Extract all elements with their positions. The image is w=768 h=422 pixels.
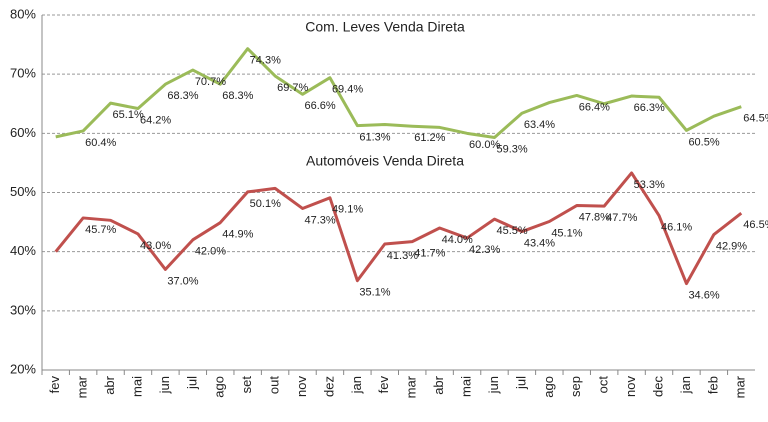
- x-tick-label: fev: [376, 376, 391, 394]
- data-label: 45.5%: [496, 225, 527, 237]
- x-tick-label: mar: [75, 375, 90, 398]
- series-name: Com. Leves Venda Direta: [305, 19, 465, 35]
- data-label: 60.4%: [85, 137, 116, 149]
- data-label: 60.5%: [688, 136, 719, 148]
- x-tick-label: dez: [321, 376, 336, 397]
- data-label: 69.4%: [332, 84, 363, 96]
- data-label: 44.9%: [222, 229, 253, 241]
- data-label: 35.1%: [359, 287, 390, 299]
- data-label: 50.1%: [250, 198, 281, 210]
- x-tick-label: fev: [47, 376, 62, 394]
- data-label: 49.1%: [332, 204, 363, 216]
- data-label: 74.3%: [250, 55, 281, 67]
- y-tick-label: 30%: [10, 302, 36, 317]
- x-tick-label: feb: [705, 376, 720, 394]
- x-tick-label: set: [239, 376, 254, 394]
- data-label: 45.7%: [85, 224, 116, 236]
- x-tick-label: ago: [212, 376, 227, 398]
- series-line: [55, 47, 742, 139]
- data-label: 43.4%: [524, 237, 555, 249]
- data-label: 63.4%: [524, 119, 555, 131]
- x-tick-label: jan: [678, 376, 693, 394]
- data-label: 42.9%: [716, 240, 747, 252]
- x-tick-label: jan: [349, 376, 364, 394]
- x-tick-label: jul: [513, 376, 528, 390]
- x-tick-label: mai: [458, 376, 473, 397]
- data-label: 61.2%: [414, 132, 445, 144]
- x-tick-label: dec: [650, 376, 665, 397]
- y-tick-label: 60%: [10, 125, 36, 140]
- data-label: 68.3%: [222, 90, 253, 102]
- data-label: 47.7%: [606, 212, 637, 224]
- x-tick-label: jun: [157, 376, 172, 394]
- data-label: 46.1%: [661, 221, 692, 233]
- x-tick-label: ago: [541, 376, 556, 398]
- data-label: 61.3%: [359, 132, 390, 144]
- x-tick-label: nov: [294, 376, 309, 397]
- series-name: Automóveis Venda Direta: [306, 153, 464, 169]
- y-tick-label: 70%: [10, 66, 36, 81]
- data-label: 43.0%: [140, 240, 171, 252]
- y-tick-label: 50%: [10, 184, 36, 199]
- data-label: 65.1%: [113, 109, 144, 121]
- data-label: 41.7%: [414, 248, 445, 260]
- data-label: 59.3%: [496, 143, 527, 155]
- data-label: 64.5%: [743, 113, 768, 125]
- x-tick-label: sep: [568, 376, 583, 397]
- data-label: 46.5%: [743, 219, 768, 231]
- y-tick-label: 40%: [10, 243, 36, 258]
- data-label: 70.7%: [195, 76, 226, 88]
- x-tick-label: out: [267, 376, 282, 394]
- data-label: 42.3%: [469, 244, 500, 256]
- x-tick-label: oct: [596, 376, 611, 394]
- data-label: 68.3%: [167, 90, 198, 102]
- data-label: 44.0%: [442, 234, 473, 246]
- y-tick-label: 80%: [10, 6, 36, 21]
- x-tick-label: mai: [129, 376, 144, 397]
- x-tick-label: jun: [486, 376, 501, 394]
- data-label: 64.2%: [140, 114, 171, 126]
- data-label: 34.6%: [688, 290, 719, 302]
- data-label: 37.0%: [167, 275, 198, 287]
- data-label: 60.0%: [469, 139, 500, 151]
- data-label: 66.4%: [579, 101, 610, 113]
- series-line: [54, 171, 743, 286]
- data-label: 45.1%: [551, 227, 582, 239]
- data-label: 66.3%: [634, 102, 665, 114]
- data-label: 66.6%: [305, 100, 336, 112]
- data-label: 41.3%: [387, 250, 418, 262]
- x-tick-label: nov: [623, 376, 638, 397]
- data-label: 42.0%: [195, 246, 226, 258]
- x-tick-label: abr: [431, 375, 446, 394]
- x-tick-label: mar: [404, 375, 419, 398]
- data-label: 47.3%: [305, 214, 336, 226]
- data-label: 53.3%: [634, 179, 665, 191]
- data-label: 69.7%: [277, 82, 308, 94]
- x-tick-label: abr: [102, 375, 117, 394]
- y-tick-label: 20%: [10, 361, 36, 376]
- data-label: 47.8%: [579, 211, 610, 223]
- x-tick-label: jul: [184, 376, 199, 390]
- x-tick-label: mar: [733, 375, 748, 398]
